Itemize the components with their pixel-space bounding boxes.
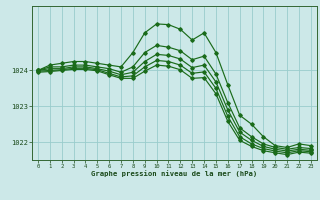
X-axis label: Graphe pression niveau de la mer (hPa): Graphe pression niveau de la mer (hPa) <box>91 171 258 177</box>
